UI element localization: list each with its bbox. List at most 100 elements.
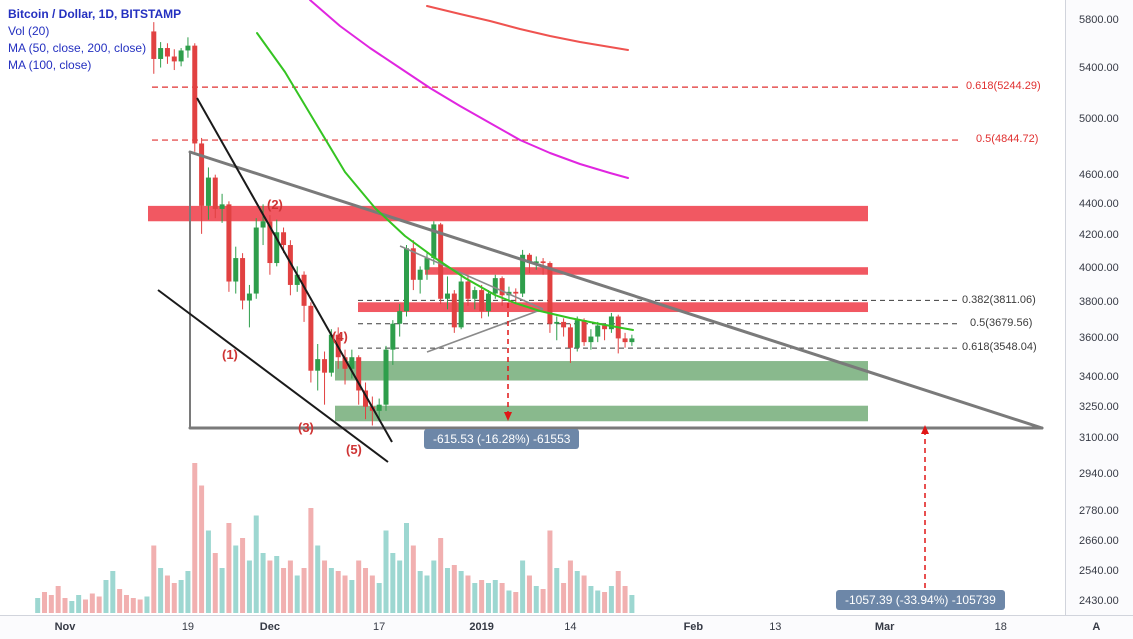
volume-bar (274, 556, 280, 613)
candle-body (410, 248, 416, 280)
volume-bar (506, 590, 512, 613)
price-axis-label: 3100.00 (1079, 432, 1119, 445)
elliott-wave-label-3[interactable]: (3) (298, 420, 314, 435)
volume-bar (431, 560, 437, 613)
candle-body (349, 357, 355, 369)
candle-body (567, 327, 573, 348)
volume-bar (240, 538, 246, 613)
candle-body (533, 261, 539, 264)
price-axis[interactable]: 5800.00 5400.00 5000.00 4600.00 4400.00 4200.… (1065, 0, 1133, 615)
volume-bar (212, 553, 218, 613)
time-axis[interactable]: Nov 19 Dec 17 2019 14 Feb 13 Mar 18 A (0, 615, 1133, 639)
ma-200-line[interactable] (426, 5, 629, 51)
fib-label-0382-lower[interactable]: 0.382(3811.06) (962, 294, 1036, 306)
ma-50-line[interactable] (256, 32, 634, 331)
volume-bar (199, 485, 205, 613)
volume-bar (567, 560, 573, 613)
triangle-pattern-line[interactable] (188, 150, 1044, 430)
fib-label-05-lower[interactable]: 0.5(3679.56) (970, 317, 1033, 329)
volume-bar (308, 508, 314, 613)
legend-ma-100[interactable]: MA (100, close) (8, 58, 92, 72)
volume-bar (561, 583, 567, 613)
volume-bar (479, 580, 485, 613)
candle-body (465, 281, 471, 299)
volume-bar (369, 575, 375, 613)
volume-bar (103, 580, 109, 613)
volume-bar (130, 598, 136, 613)
fib-label-0618-upper[interactable]: 0.618(5244.29) (966, 80, 1041, 92)
volume-bar (144, 596, 150, 613)
price-axis-label: 3400.00 (1079, 370, 1119, 383)
volume-bar (574, 571, 580, 613)
price-axis-label: 3250.00 (1079, 400, 1119, 413)
ma-100-line[interactable] (309, 0, 629, 179)
pennant-lower[interactable] (426, 308, 544, 353)
measure-label-2[interactable]: -1057.39 (-33.94%) -105739 (836, 590, 1005, 610)
candle-body (226, 204, 232, 282)
legend-symbol[interactable]: Bitcoin / Dollar, 1D, BITSTAMP (8, 7, 182, 21)
volume-bar (55, 586, 61, 613)
candle-body (540, 261, 546, 264)
price-axis-label: 4600.00 (1079, 168, 1119, 181)
volume-bar (178, 580, 184, 613)
support-zone[interactable] (335, 361, 868, 381)
volume-bar (492, 580, 498, 613)
support-zone[interactable] (335, 405, 868, 422)
volume-bar (363, 568, 369, 613)
candle-body (294, 274, 300, 285)
volume-bar (622, 586, 628, 613)
candle-body (602, 325, 608, 330)
fib-label-0618-lower[interactable]: 0.618(3548.04) (962, 341, 1037, 353)
candle-body (192, 45, 198, 144)
volume-bar (315, 545, 321, 613)
measure-arrow-icon (504, 412, 512, 421)
volume-bar (253, 515, 259, 613)
elliott-wave-label-4[interactable]: (4) (332, 329, 348, 344)
volume-bar (89, 593, 95, 613)
volume-bar (294, 575, 300, 613)
candle-body (185, 45, 191, 51)
time-axis-label: 19 (181, 621, 195, 633)
resistance-zone[interactable] (425, 267, 868, 275)
resistance-zone[interactable] (148, 205, 868, 222)
volume-bar (219, 568, 225, 613)
candle-body (588, 336, 594, 343)
price-axis-label: 3600.00 (1079, 332, 1119, 345)
candle-body (458, 281, 464, 328)
pennant-upper[interactable] (399, 245, 544, 310)
volume-bar (397, 560, 403, 613)
volume-bar (328, 568, 334, 613)
candle-body (424, 258, 430, 270)
volume-bar (540, 589, 546, 613)
trendline-black-lower[interactable] (157, 289, 389, 463)
candle-body (376, 404, 382, 411)
candle-body (383, 349, 389, 405)
resistance-zone[interactable] (358, 302, 868, 313)
legend-volume-indicator[interactable]: Vol (20) (8, 24, 50, 38)
price-chart-canvas[interactable] (0, 0, 1065, 615)
volume-bar (260, 553, 266, 613)
measure-label-1[interactable]: -615.53 (-16.28%) -61553 (424, 429, 580, 449)
volume-bar (417, 571, 423, 613)
fib-label-05-upper[interactable]: 0.5(4844.72) (976, 133, 1039, 145)
volume-bar (499, 583, 505, 613)
volume-bar (76, 595, 82, 613)
elliott-wave-label-5[interactable]: (5) (346, 442, 362, 457)
elliott-wave-label-2[interactable]: (2) (267, 197, 283, 212)
elliott-wave-label-1[interactable]: (1) (222, 347, 238, 362)
legend-ma-50-200[interactable]: MA (50, close, 200, close) (8, 41, 147, 55)
volume-bar (267, 560, 273, 613)
volume-bar (123, 595, 129, 613)
volume-bar (629, 595, 635, 613)
time-axis-label: 18 (994, 621, 1007, 633)
volume-bar (205, 530, 211, 613)
candle-body (472, 290, 478, 299)
time-axis-label: 13 (769, 621, 782, 633)
trendline-black-upper[interactable] (196, 97, 393, 443)
time-axis-label: Dec (259, 621, 280, 633)
candle-body (492, 278, 498, 294)
price-axis-label: 5800.00 (1079, 13, 1119, 26)
candle-body (308, 305, 314, 371)
candle-body (281, 232, 287, 246)
volume-bar (192, 463, 198, 613)
